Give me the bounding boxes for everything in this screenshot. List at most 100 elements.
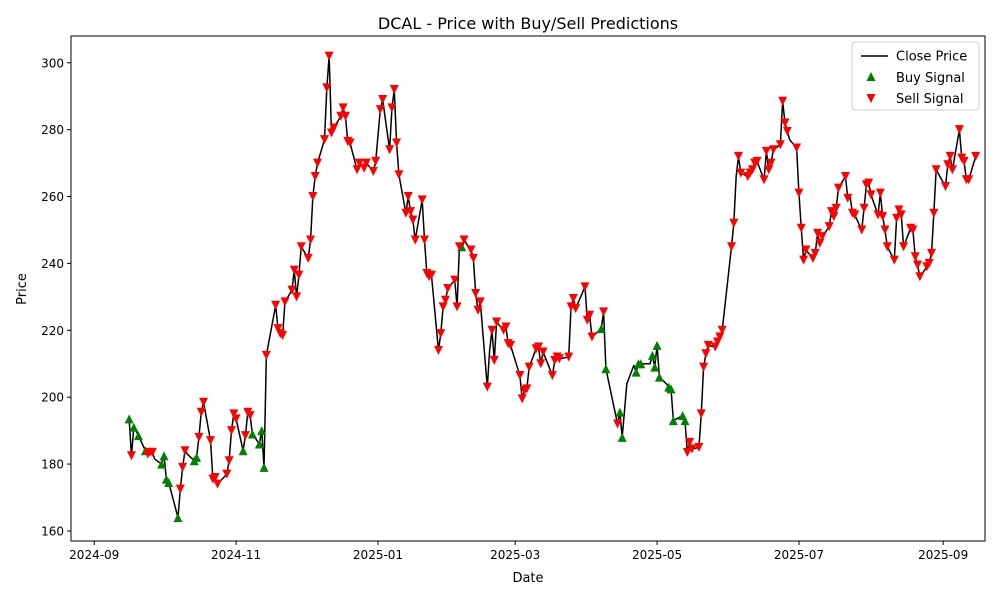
sell-signal-marker (685, 437, 695, 447)
sell-signal-marker (908, 225, 918, 235)
sell-signal-marker (717, 325, 727, 335)
sell-signal-marker (175, 484, 185, 494)
sell-signal-marker (310, 171, 320, 181)
sell-signal-marker (466, 245, 476, 255)
buy-signal-marker (164, 477, 174, 487)
y-tick-label: 180 (41, 458, 64, 472)
sell-signal-marker (229, 409, 239, 419)
sell-signal-marker (866, 190, 876, 200)
buy-signal-marker (159, 451, 169, 461)
sell-signal-marker (517, 394, 527, 404)
sell-signal-marker (222, 469, 232, 479)
y-tick-label: 260 (41, 190, 64, 204)
sell-signal-marker (473, 305, 483, 315)
buy-signal-marker (247, 429, 257, 439)
sell-signal-marker (340, 111, 350, 121)
sell-signal-marker (585, 310, 595, 320)
sell-signal-marker (796, 223, 806, 233)
sell-signal-marker (378, 95, 388, 105)
buy-signal-marker (133, 431, 143, 441)
sell-signal-marker (433, 345, 443, 355)
sell-signal-marker (568, 294, 578, 304)
sell-signal-marker (420, 235, 430, 245)
sell-signal-marker (454, 242, 464, 252)
sell-signal-marker (815, 238, 825, 248)
sell-signal-marker (194, 432, 204, 442)
x-tick-label: 2025-05 (632, 548, 682, 562)
sell-signal-marker (896, 210, 906, 220)
sell-signal-marker (178, 462, 188, 472)
buy-signal-marker (257, 426, 267, 436)
sell-signal-marker (726, 242, 736, 252)
buy-signal-marker (654, 372, 664, 382)
sell-signal-marker (452, 302, 462, 312)
sell-signal-marker (345, 138, 355, 148)
legend-label-buy: Buy Signal (896, 71, 965, 86)
sell-signal-marker (913, 260, 923, 270)
sell-signal-marker (810, 248, 820, 258)
sell-signal-marker (733, 151, 743, 161)
sell-signal-marker (878, 212, 888, 222)
buy-signal-marker (259, 462, 269, 472)
buy-signal-marker (192, 452, 202, 462)
legend-box (851, 41, 980, 111)
sell-signal-marker (231, 414, 241, 424)
sell-signal-marker (536, 359, 546, 369)
y-tick-label: 200 (41, 391, 64, 405)
sell-signal-marker (199, 397, 209, 407)
legend-label-close: Close Price (896, 50, 967, 65)
sell-signal-marker (687, 444, 697, 454)
sell-signal-marker (699, 362, 709, 372)
x-tick-label: 2025-09 (918, 548, 968, 562)
buy-signal-marker (650, 362, 660, 372)
legend-sell-marker-icon (866, 94, 876, 103)
sell-signal-marker (385, 145, 395, 155)
sell-signal-marker (964, 175, 974, 185)
buy-signal-marker (129, 422, 139, 432)
x-tick-label: 2024-11 (211, 548, 261, 562)
buy-signal-marker (615, 407, 625, 417)
legend-label-sell: Sell Signal (896, 92, 964, 107)
buy-signal-marker (124, 414, 134, 424)
sell-signal-marker (782, 126, 792, 136)
legend-buy-marker-icon (866, 72, 876, 81)
sell-signal-marker (715, 332, 725, 342)
x-axis: 2024-09 2024-11 2025-01 2025-03 2025-05 2025-… (69, 541, 968, 562)
close-price-line (128, 55, 977, 519)
sell-signal-marker (245, 411, 255, 421)
sell-signal-marker (840, 171, 850, 181)
x-axis-label: Date (512, 571, 543, 586)
x-tick-label: 2025-07 (774, 548, 824, 562)
sell-signal-marker (701, 349, 711, 359)
sell-signal-marker (287, 285, 297, 295)
sell-signal-marker (324, 51, 334, 61)
legend: Close Price Buy Signal Sell Signal (851, 41, 980, 111)
sell-signal-marker (694, 442, 704, 452)
sell-signal-marker (910, 252, 920, 262)
x-tick-label: 2025-03 (490, 548, 540, 562)
sell-signal-marker (813, 228, 823, 238)
sell-signal-marker (864, 178, 874, 188)
sell-signal-marker (940, 181, 950, 191)
sell-signal-marker (778, 96, 788, 106)
sell-signal-marker (492, 317, 502, 327)
buy-signal-marker (601, 364, 611, 374)
buy-signal-marker (254, 439, 264, 449)
sell-signal-marker (406, 207, 416, 217)
sell-signal-marker (361, 158, 371, 168)
buy-signal-marker (157, 459, 167, 469)
sell-signal-marker (843, 193, 853, 203)
sell-signal-marker (320, 135, 330, 145)
sell-signal-marker (475, 297, 485, 307)
sell-signal-marker (426, 270, 436, 280)
sell-signal-marker (768, 145, 778, 155)
sell-signal-marker (303, 253, 313, 263)
sell-signal-marker (487, 325, 497, 335)
sell-signal-marker (764, 165, 774, 175)
sell-signal-marker (943, 160, 953, 170)
sell-signal-marker (538, 347, 548, 357)
y-axis: 160 180 200 220 240 260 280 300 (41, 56, 71, 538)
sell-signal-marker (289, 265, 299, 275)
sell-signal-marker (703, 340, 713, 350)
